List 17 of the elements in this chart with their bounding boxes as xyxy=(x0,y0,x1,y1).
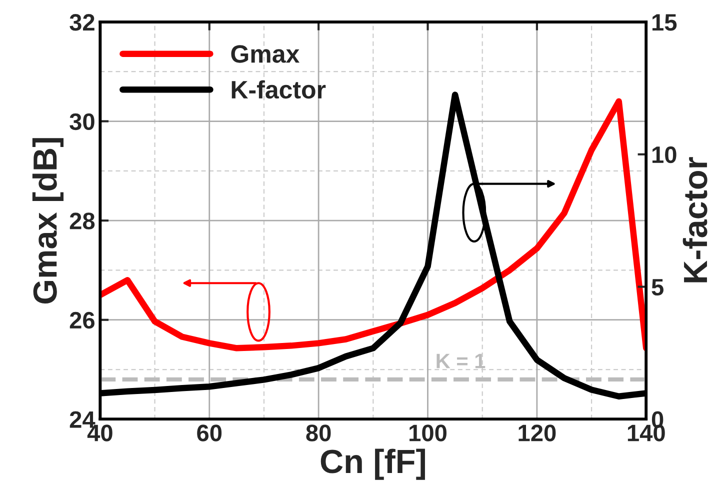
x-tick-label: 120 xyxy=(518,424,556,442)
x-tick-label: 60 xyxy=(197,424,222,442)
legend-label: Gmax xyxy=(231,45,300,63)
x-tick-label: 80 xyxy=(306,424,331,442)
y2-tick-label: 10 xyxy=(652,146,676,164)
y-tick-label: 26 xyxy=(70,312,94,329)
y-tick-label: 30 xyxy=(70,113,94,130)
y-tick-label: 28 xyxy=(70,212,95,230)
y-tick-label: 32 xyxy=(70,14,94,31)
x-axis-title: Cn [fF] xyxy=(320,448,425,480)
legend-label: K-factor xyxy=(232,80,326,99)
y2-tick-label: 5 xyxy=(652,279,664,296)
y2-axis-title: K-factor xyxy=(682,157,708,282)
y2-tick-label: 15 xyxy=(652,14,677,31)
ref-line-label: K = 1 xyxy=(436,354,486,368)
x-tick-label: 100 xyxy=(410,424,446,442)
y-axis-title: Gmax [dB] xyxy=(32,138,64,304)
